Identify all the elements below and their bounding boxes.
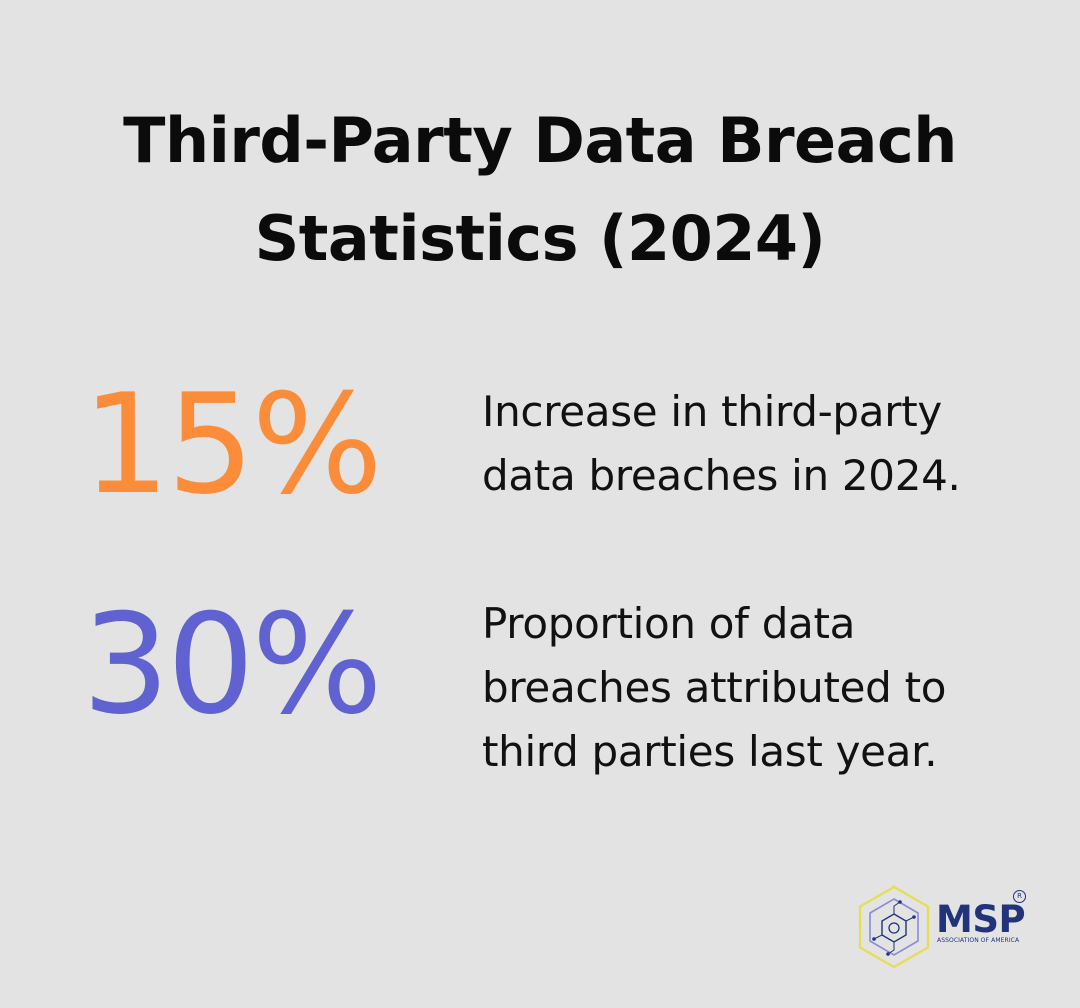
page-title-line-1: Third-Party Data Breach xyxy=(123,104,957,177)
stat-block-increase: 15% Increase in third-party data breache… xyxy=(0,370,1080,520)
hexagon-circuit-logo-icon xyxy=(858,885,930,969)
stat-description-increase: Increase in third-party data breaches in… xyxy=(482,380,1042,508)
stat-description-proportion: Proportion of data breaches attributed t… xyxy=(482,592,1042,784)
stat-description-line: Increase in third-party xyxy=(482,387,942,436)
stat-block-proportion: 30% Proportion of data breaches attribut… xyxy=(0,590,1080,790)
stat-description-line: breaches attributed to xyxy=(482,663,947,712)
stat-description-line: third parties last year. xyxy=(482,727,938,776)
page-title: Third-Party Data Breach Statistics (2024… xyxy=(40,92,1040,288)
stat-description-line: Proportion of data xyxy=(482,599,856,648)
stat-value-increase: 15% xyxy=(82,364,383,525)
page-title-line-2: Statistics (2024) xyxy=(254,202,826,275)
logo-wordmark: MSP xyxy=(936,898,1026,941)
stat-value-proportion: 30% xyxy=(82,584,383,745)
msp-logo: MSP R ASSOCIATION OF AMERICA xyxy=(856,884,1036,970)
registered-mark-icon: R xyxy=(1013,890,1026,903)
stat-description-line: data breaches in 2024. xyxy=(482,451,961,500)
logo-subtitle: ASSOCIATION OF AMERICA xyxy=(937,937,1020,944)
